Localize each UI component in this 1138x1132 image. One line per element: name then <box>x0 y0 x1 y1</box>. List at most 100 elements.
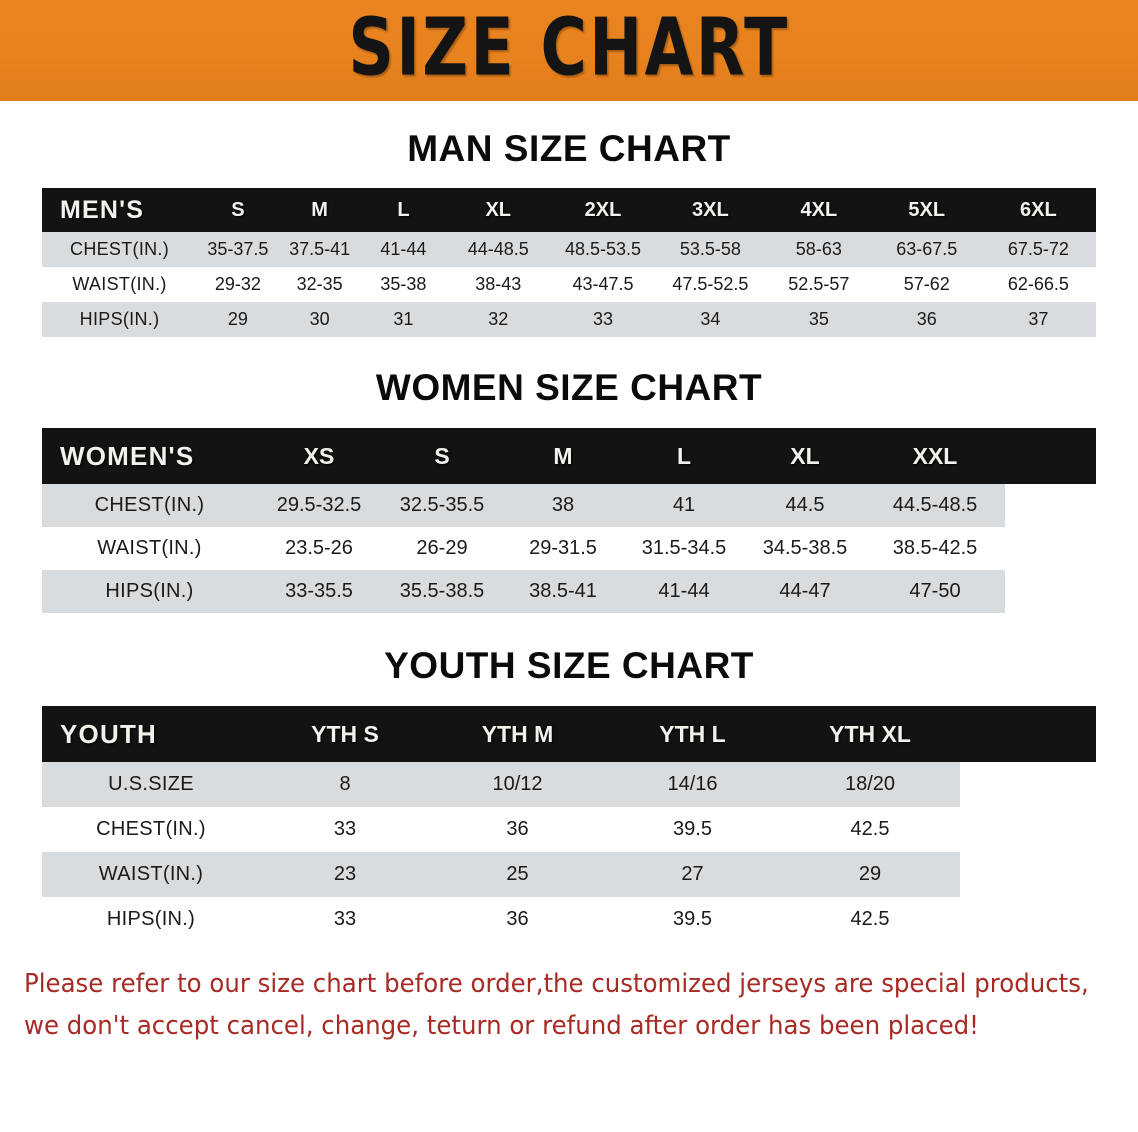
man-header-col-m: M <box>311 198 328 221</box>
youth-row-label-waist: WAIST(IN.) <box>98 863 204 885</box>
youth-chest-l: 39.5 <box>673 818 712 840</box>
women-hips-xs: 33-35.5 <box>285 580 353 602</box>
man-chest-s: 35-37.5 <box>207 239 269 259</box>
man-chest-3xl: 53.5-58 <box>679 239 741 259</box>
youth-chest-xl: 42.5 <box>850 818 890 840</box>
women-row-spacer <box>1005 570 1096 613</box>
man-waist-5xl: 57-62 <box>903 274 950 294</box>
man-header-col-5xl: 5XL <box>908 198 946 221</box>
women-chest-l: 41 <box>672 494 696 516</box>
table-row: WAIST(IN.) 23 25 27 29 <box>42 852 1096 897</box>
youth-chest-m: 36 <box>506 818 529 840</box>
youth-header-spacer <box>960 706 1096 762</box>
youth-section-title: YOUTH SIZE CHART <box>384 645 754 686</box>
women-size-table: WOMEN'S XS S M L XL XXL CHEST(IN.) 29.5-… <box>42 428 1096 613</box>
women-waist-xl: 34.5-38.5 <box>762 537 848 559</box>
women-table-header-row: WOMEN'S XS S M L XL XXL <box>42 428 1096 484</box>
youth-hips-xl: 42.5 <box>850 908 890 930</box>
man-hips-l: 31 <box>393 309 414 329</box>
youth-row-spacer <box>960 852 1096 897</box>
youth-waist-s: 23 <box>333 863 357 885</box>
women-header-category: WOMEN'S <box>60 440 195 471</box>
youth-header-col-s: YTH S <box>311 720 379 747</box>
youth-header-col-xl: YTH XL <box>829 720 911 747</box>
table-row: CHEST(IN.) 33 36 39.5 42.5 <box>42 807 1096 852</box>
man-chart-wrap: MEN'S S M L XL 2XL 3XL 4XL 5XL 6XL CHEST… <box>42 188 1096 337</box>
man-hips-xl: 32 <box>488 309 509 329</box>
youth-ussize-l: 14/16 <box>667 773 718 795</box>
man-header-col-xl: XL <box>485 198 512 221</box>
women-hips-xl: 44-47 <box>779 580 831 602</box>
man-row-label-hips: HIPS(IN.) <box>79 309 160 329</box>
youth-row-spacer <box>960 807 1096 852</box>
women-waist-m: 29-31.5 <box>529 537 597 559</box>
women-header-col-l: L <box>676 442 692 469</box>
youth-ussize-xl: 18/20 <box>844 773 896 795</box>
man-section-title: MAN SIZE CHART <box>407 128 731 169</box>
man-hips-5xl: 36 <box>916 309 937 329</box>
table-row: HIPS(IN.) 33 36 39.5 42.5 <box>42 897 1096 942</box>
man-hips-2xl: 33 <box>593 309 614 329</box>
footer-disclaimer-line2: we don't accept cancel, change, teturn o… <box>24 1011 979 1042</box>
man-hips-6xl: 37 <box>1028 309 1049 329</box>
women-row-label-chest: CHEST(IN.) <box>94 494 205 516</box>
women-chest-m: 38 <box>551 494 575 516</box>
youth-size-table: YOUTH YTH S YTH M YTH L YTH XL U.S.SIZE … <box>42 706 1096 942</box>
youth-waist-xl: 29 <box>858 863 882 885</box>
women-row-label-hips: HIPS(IN.) <box>105 580 194 602</box>
table-row: CHEST(IN.) 35-37.5 37.5-41 41-44 44-48.5… <box>42 232 1096 267</box>
women-row-spacer <box>1005 527 1096 570</box>
man-header-category: MEN'S <box>60 195 145 224</box>
women-hips-xxl: 47-50 <box>909 580 961 602</box>
women-waist-xxl: 38.5-42.5 <box>892 537 978 559</box>
youth-row-label-ussize: U.S.SIZE <box>108 773 194 795</box>
youth-header-col-m: YTH M <box>481 720 554 747</box>
man-waist-4xl: 52.5-57 <box>788 274 850 294</box>
youth-row-label-chest: CHEST(IN.) <box>96 818 206 840</box>
women-header-col-xl: XL <box>790 442 820 469</box>
man-chest-4xl: 58-63 <box>795 239 842 259</box>
man-row-label-chest: CHEST(IN.) <box>70 239 170 259</box>
youth-hips-m: 36 <box>506 908 529 930</box>
youth-hips-s: 33 <box>333 908 357 930</box>
youth-waist-l: 27 <box>681 863 704 885</box>
man-waist-2xl: 43-47.5 <box>572 274 634 294</box>
women-hips-m: 38.5-41 <box>529 580 597 602</box>
youth-row-spacer <box>960 762 1096 807</box>
women-header-col-s: S <box>434 442 450 469</box>
man-chest-6xl: 67.5-72 <box>1007 239 1069 259</box>
youth-row-spacer <box>960 897 1096 942</box>
table-row: WAIST(IN.) 23.5-26 26-29 29-31.5 31.5-34… <box>42 527 1096 570</box>
man-header-col-4xl: 4XL <box>800 198 838 221</box>
youth-ussize-m: 10/12 <box>492 773 543 795</box>
man-header-col-l: L <box>397 198 410 221</box>
youth-row-label-hips: HIPS(IN.) <box>106 908 196 930</box>
man-row-label-waist: WAIST(IN.) <box>72 274 167 294</box>
women-section-title: WOMEN SIZE CHART <box>375 367 763 408</box>
table-row: WAIST(IN.) 29-32 32-35 35-38 38-43 43-47… <box>42 267 1096 302</box>
table-row: HIPS(IN.) 33-35.5 35.5-38.5 38.5-41 41-4… <box>42 570 1096 613</box>
youth-chest-s: 33 <box>333 818 357 840</box>
women-header-col-xs: XS <box>303 442 335 469</box>
women-chest-xs: 29.5-32.5 <box>276 494 362 516</box>
youth-table-header-row: YOUTH YTH S YTH M YTH L YTH XL <box>42 706 1096 762</box>
women-header-col-m: M <box>553 442 573 469</box>
women-hips-s: 35.5-38.5 <box>399 580 485 602</box>
youth-chart-wrap: YOUTH YTH S YTH M YTH L YTH XL U.S.SIZE … <box>42 706 1096 942</box>
footer-disclaimer-line1: Please refer to our size chart before or… <box>24 969 1089 999</box>
man-hips-4xl: 35 <box>808 309 829 329</box>
man-waist-3xl: 47.5-52.5 <box>672 274 749 294</box>
women-header-spacer <box>1005 428 1096 484</box>
table-row: U.S.SIZE 8 10/12 14/16 18/20 <box>42 762 1096 807</box>
man-waist-m: 32-35 <box>296 274 343 294</box>
women-hips-l: 41-44 <box>658 580 710 602</box>
women-chest-xl: 44.5 <box>785 494 825 516</box>
man-waist-xl: 38-43 <box>475 274 522 294</box>
women-chest-xxl: 44.5-48.5 <box>892 494 978 516</box>
women-row-spacer <box>1005 484 1096 527</box>
women-chest-s: 32.5-35.5 <box>399 494 485 516</box>
man-table-header-row: MEN'S S M L XL 2XL 3XL 4XL 5XL 6XL <box>42 188 1096 232</box>
table-row: HIPS(IN.) 29 30 31 32 33 34 35 36 37 <box>42 302 1096 337</box>
table-row: CHEST(IN.) 29.5-32.5 32.5-35.5 38 41 44.… <box>42 484 1096 527</box>
